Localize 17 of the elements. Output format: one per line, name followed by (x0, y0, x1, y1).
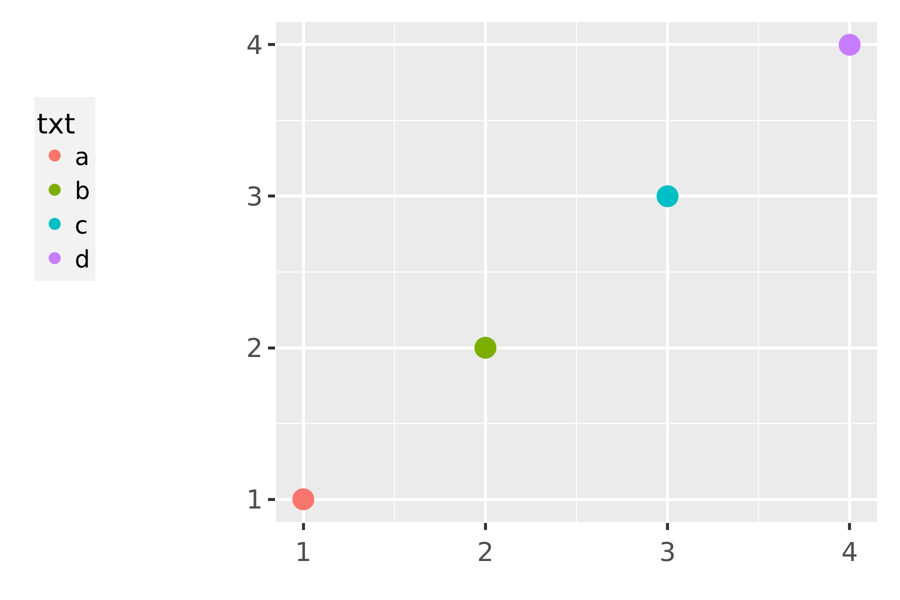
x-tick-label: 1 (295, 538, 312, 568)
legend-label: d (74, 245, 90, 274)
legend-title: txt (36, 107, 76, 140)
point (838, 34, 861, 56)
point (292, 488, 314, 510)
y-tick-label: 1 (246, 485, 263, 516)
x-tick-label: 2 (477, 538, 494, 568)
y-tick-label: 4 (246, 30, 263, 61)
legend-label: b (74, 177, 90, 206)
y-tick-label: 3 (246, 182, 263, 212)
point (656, 185, 679, 208)
x-tick-label: 4 (841, 538, 858, 568)
legend-label: c (74, 211, 88, 240)
point (474, 336, 496, 359)
x-tick-label: 3 (659, 538, 676, 568)
legend-label: a (74, 142, 90, 171)
y-tick-label: 2 (246, 334, 263, 364)
